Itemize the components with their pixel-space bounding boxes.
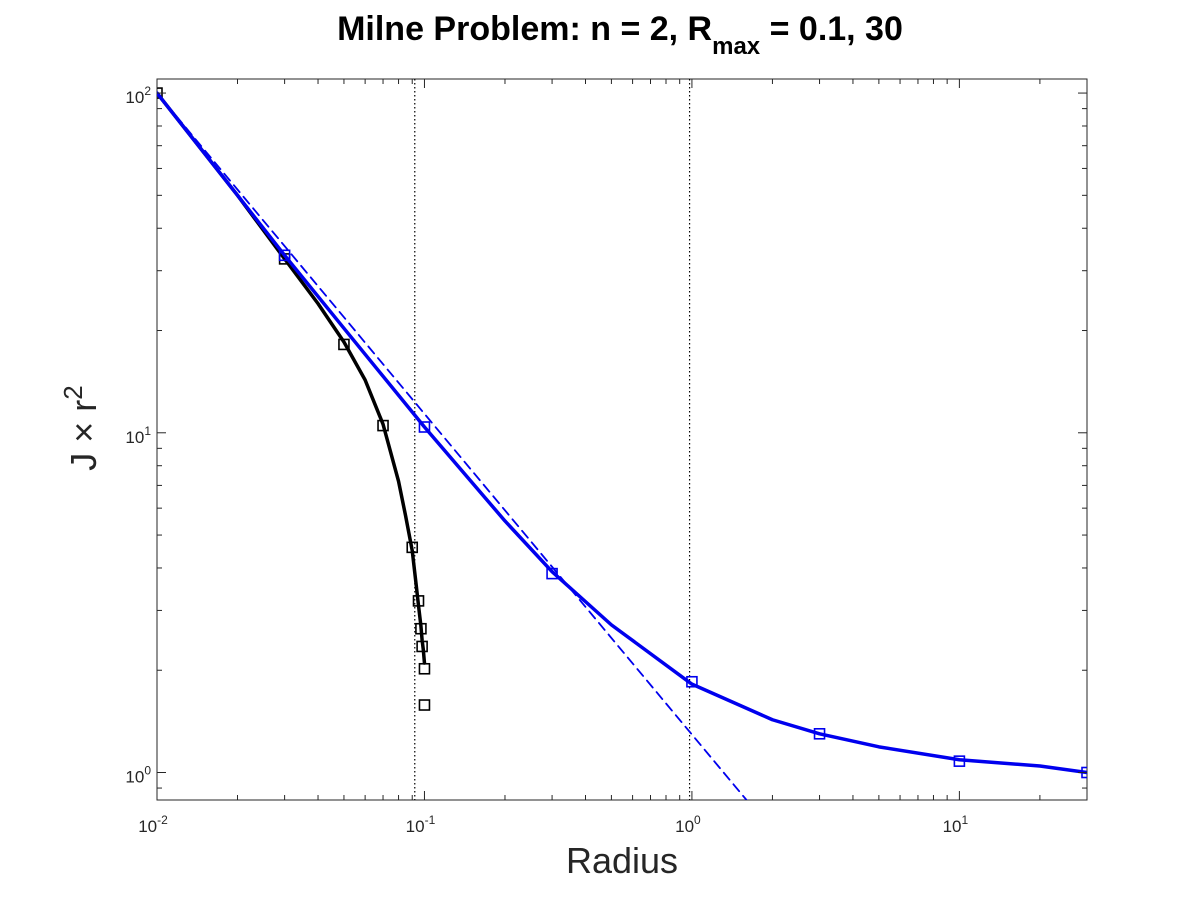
x-tick-label-exponent: -1 [425, 813, 436, 827]
x-tick-label-exponent: -2 [157, 813, 168, 827]
y-tick-label-2: 102 [125, 84, 151, 107]
series-1-marker-8 [418, 662, 431, 675]
reference-lines [414, 79, 691, 800]
series-2-solid-line [157, 91, 1087, 775]
y-tick-label-base: 10 [125, 88, 144, 107]
x-tick-label-2: 100 [675, 813, 701, 836]
x-tick-label-exponent: 1 [962, 813, 969, 827]
series-3-marker-2 [546, 567, 558, 580]
series-1-marker-5 [412, 595, 425, 607]
axes-box [156, 78, 1088, 801]
y-tick-label-1: 101 [125, 424, 151, 447]
axis-ticks [156, 79, 1088, 800]
series-clip-group [157, 87, 1087, 800]
chart-title-subscript: max [712, 33, 761, 60]
x-tick-label-base: 10 [406, 817, 425, 836]
series-1-marker-6 [415, 622, 427, 635]
series-3-marker-5 [953, 755, 966, 767]
series-3-marker-1 [418, 421, 431, 433]
x-tick-label-base: 10 [138, 817, 157, 836]
series-1-marker-4 [406, 541, 419, 554]
x-tick-label-exponent: 0 [694, 813, 701, 827]
y-tick-label-base: 10 [125, 428, 144, 447]
series-1-marker-3 [377, 419, 389, 432]
x-tick-label-0: 10-2 [138, 813, 168, 836]
x-tick-label-base: 10 [675, 817, 694, 836]
x-tick-label-base: 10 [943, 817, 962, 836]
series-3-marker-3 [686, 675, 698, 688]
y-tick-label-exponent: 2 [144, 84, 151, 98]
series-1-marker-9 [418, 699, 431, 711]
series-1-marker-7 [416, 640, 428, 653]
x-tick-label-3: 101 [943, 813, 969, 836]
y-axis-label-base: J × r [63, 400, 104, 471]
x-axis-label: Radius [566, 840, 678, 881]
y-tick-label-exponent: 1 [144, 424, 151, 438]
chart-title-main: Milne Problem: n = 2, R [337, 10, 712, 48]
chart-title: Milne Problem: n = 2, Rmax = 0.1, 30 [337, 10, 903, 60]
series-3-marker-4 [813, 727, 826, 740]
series-layer [157, 87, 1087, 800]
series-3-marker-0 [278, 249, 291, 262]
y-tick-label-base: 10 [125, 768, 144, 787]
y-axis-label-superscript: 2 [58, 385, 88, 399]
series-1-marker-2 [338, 338, 350, 351]
x-tick-label-1: 10-1 [406, 813, 436, 836]
y-axis-label: J × r2 [58, 385, 104, 470]
y-tick-label-exponent: 0 [144, 764, 151, 778]
series-4-dashed-line [157, 92, 748, 800]
chart-title-rest: = 0.1, 30 [760, 10, 903, 48]
y-tick-label-0: 100 [125, 764, 151, 787]
plot-area [156, 78, 1088, 801]
